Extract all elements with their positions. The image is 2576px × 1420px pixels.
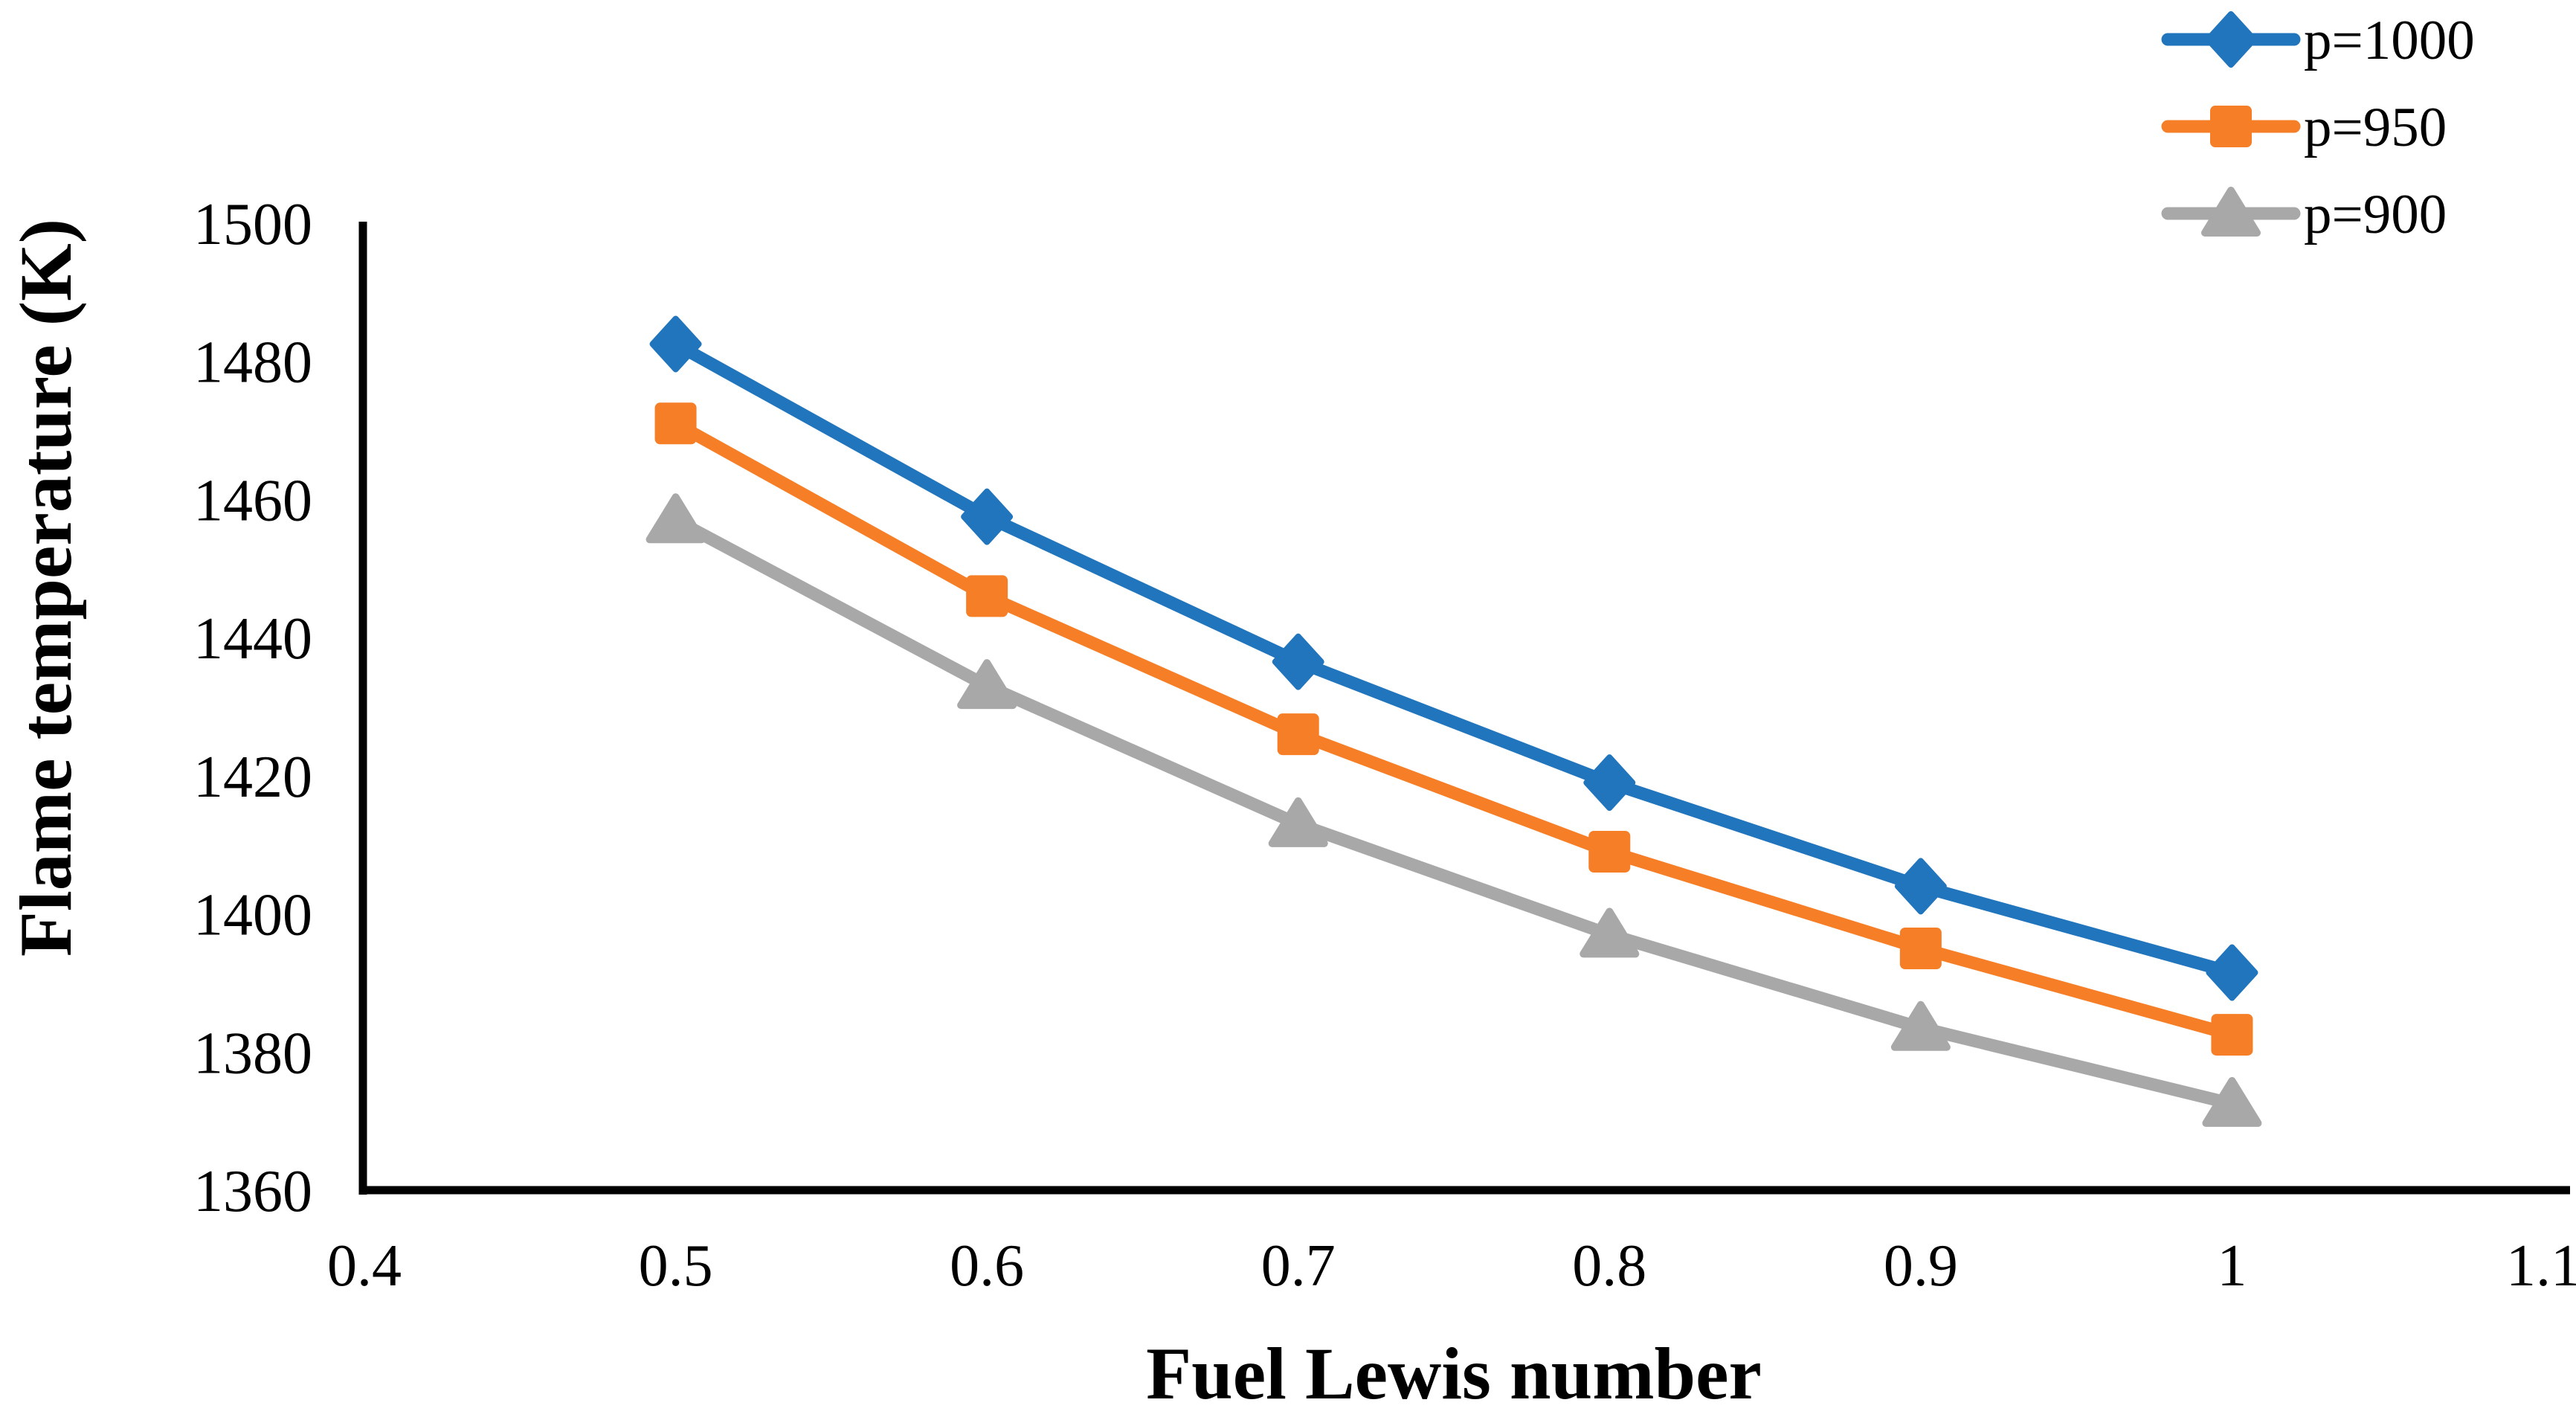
x-tick-label: 0.4 bbox=[327, 1233, 402, 1299]
series-line-p-950 bbox=[672, 417, 2234, 1041]
y-tick-label: 1400 bbox=[193, 883, 312, 948]
series-line-p-1000 bbox=[672, 338, 2234, 979]
data-point bbox=[654, 402, 697, 445]
y-tick-label: 1460 bbox=[193, 468, 312, 533]
data-point bbox=[1894, 858, 1947, 915]
data-point bbox=[957, 659, 1017, 710]
y-tick-label: 1420 bbox=[193, 745, 312, 810]
x-tick-label: 0.5 bbox=[639, 1233, 713, 1299]
data-point bbox=[961, 488, 1014, 545]
x-tick-label: 1 bbox=[2217, 1233, 2247, 1299]
x-tick-label: 1.1 bbox=[2506, 1233, 2576, 1299]
data-point bbox=[966, 575, 1008, 617]
x-axis-title: Fuel Lewis number bbox=[1146, 1332, 1762, 1415]
legend-label: p=1000 bbox=[2304, 10, 2475, 71]
y-tick-label: 1380 bbox=[193, 1021, 312, 1086]
data-point bbox=[1268, 797, 1328, 847]
y-tick-label: 1480 bbox=[193, 330, 312, 396]
series-group bbox=[645, 315, 2262, 1127]
legend-marker-diamond bbox=[2205, 11, 2257, 68]
legend-label: p=950 bbox=[2304, 97, 2447, 158]
x-tick-label: 0.6 bbox=[950, 1233, 1024, 1299]
series-line-p-900 bbox=[672, 514, 2234, 1111]
data-point bbox=[1580, 907, 1640, 958]
x-tick-labels: 0.4 0.5 0.6 0.7 0.8 0.9 1 1.1 bbox=[327, 1233, 2576, 1299]
x-tick-label: 0.9 bbox=[1884, 1233, 1958, 1299]
data-point bbox=[645, 493, 706, 544]
y-tick-labels: 1360 1380 1400 1420 1440 1460 1480 1500 bbox=[193, 192, 312, 1224]
legend-label: p=900 bbox=[2304, 184, 2447, 245]
y-tick-label: 1440 bbox=[193, 606, 312, 672]
y-tick-label: 1500 bbox=[193, 192, 312, 257]
y-tick-label: 1360 bbox=[193, 1159, 312, 1224]
data-point bbox=[1899, 928, 1942, 969]
x-tick-label: 0.8 bbox=[1572, 1233, 1646, 1299]
legend: p=1000 p=950 p=900 bbox=[2161, 10, 2475, 245]
data-point bbox=[1583, 754, 1636, 812]
y-axis-title: Flame temperature (K) bbox=[4, 219, 87, 957]
legend-marker-triangle bbox=[2201, 187, 2261, 237]
data-point bbox=[1588, 831, 1631, 873]
x-tick-label: 0.7 bbox=[1261, 1233, 1336, 1299]
data-point bbox=[2206, 944, 2258, 1001]
data-point bbox=[2202, 1076, 2262, 1127]
legend-marker-square bbox=[2210, 106, 2252, 147]
data-point bbox=[1277, 713, 1319, 756]
data-point bbox=[649, 315, 702, 373]
data-point bbox=[1272, 633, 1324, 690]
data-point bbox=[1890, 1000, 1951, 1051]
data-point bbox=[2211, 1014, 2253, 1056]
